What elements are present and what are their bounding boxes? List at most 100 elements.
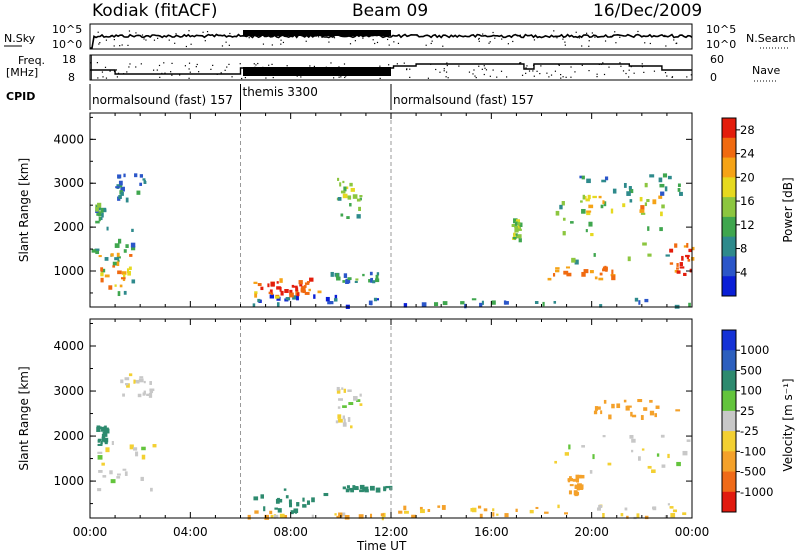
scatter-cell: [128, 373, 133, 377]
scatter-cell: [109, 470, 113, 475]
nsky-scatter-point: [376, 41, 379, 44]
scatter-cell: [598, 195, 602, 199]
nsky-scatter-point: [221, 45, 224, 47]
scatter-cell: [683, 272, 687, 277]
scatter-cell: [600, 410, 603, 415]
nave-scatter-point: [554, 70, 557, 72]
scatter-cell: [647, 253, 652, 257]
nsky-scatter-point: [280, 39, 282, 41]
scatter-cell: [296, 292, 300, 297]
nave-scatter-point: [171, 74, 173, 76]
scatter-cell: [349, 182, 353, 187]
scatter-cell: [117, 291, 121, 297]
nave-scatter-point: [267, 73, 269, 75]
scatter-cell: [342, 180, 345, 184]
nsky-scatter-point: [280, 43, 282, 45]
scatter-cell: [514, 222, 518, 226]
scatter-cell: [626, 191, 631, 196]
scatter-cell: [411, 514, 417, 519]
scatter-cell: [263, 506, 266, 512]
scatter-cell: [341, 387, 344, 390]
scatter-cell: [131, 279, 136, 284]
scatter-cell: [139, 376, 144, 379]
scatter-cell: [534, 301, 539, 304]
scatter-cell: [602, 268, 607, 272]
scatter-cell: [542, 301, 545, 307]
scatter-cell: [116, 261, 120, 267]
nsky-scatter-point: [354, 40, 357, 42]
scatter-cell: [358, 206, 361, 212]
scatter-cell: [311, 497, 315, 503]
nave-scatter-point: [313, 65, 316, 68]
scatter-cell: [300, 287, 306, 292]
scatter-cell: [622, 203, 626, 208]
scatter-cell: [142, 392, 146, 396]
nave-scatter-point: [135, 66, 137, 68]
scatter-cell: [464, 303, 467, 309]
nsky-scatter-point: [393, 41, 395, 43]
nave-scatter-point: [379, 77, 381, 80]
beam-title: Beam 09: [352, 1, 428, 21]
scatter-cell: [100, 272, 104, 277]
scatter-cell: [471, 298, 477, 301]
colorbar-segment: [722, 256, 736, 277]
nave-scatter-point: [565, 76, 567, 78]
scatter-cell: [336, 386, 340, 391]
nave-scatter-point: [122, 73, 125, 75]
nave-scatter-point: [596, 76, 598, 78]
scatter-cell: [289, 289, 293, 295]
scatter-cell: [101, 268, 106, 273]
scatter-cell: [284, 289, 289, 293]
nave-scatter-point: [329, 70, 331, 72]
colorbar-tick-label: -500: [740, 465, 766, 479]
scatter-cell: [642, 242, 647, 246]
scatter-cell: [629, 199, 633, 203]
nsky-scatter-point: [676, 42, 678, 44]
scatter-cell: [514, 225, 518, 228]
scatter-cell: [343, 388, 347, 393]
scatter-cell: [343, 418, 346, 424]
scatter-cell: [121, 271, 127, 275]
nave-scatter-point: [483, 73, 485, 76]
scatter-cell: [329, 301, 334, 305]
nave-scatter-point: [474, 75, 476, 77]
nave-scatter-point: [257, 72, 260, 74]
colorbar-tick-label: 20: [740, 170, 755, 184]
nave-scatter-point: [351, 69, 353, 71]
scatter-cell: [403, 505, 407, 511]
scatter-cell: [581, 175, 585, 180]
nave-scatter-point: [445, 71, 448, 73]
nsky-scatter-point: [371, 32, 374, 34]
scatter-cell: [149, 381, 152, 385]
scatter-cell: [137, 393, 142, 398]
scatter-cell: [676, 263, 679, 267]
scatter-cell: [114, 257, 119, 261]
nsky-scatter-point: [110, 35, 112, 37]
colorbar-segment: [722, 390, 736, 412]
scatter-cell: [611, 275, 616, 281]
nsky-scatter-point: [378, 32, 380, 34]
scatter-cell: [571, 257, 576, 263]
nsky-scatter-point: [119, 45, 121, 47]
nave-scatter-point: [521, 74, 524, 76]
scatter-cell: [291, 284, 295, 288]
colorbar-segment: [722, 350, 736, 371]
scatter-cell: [574, 259, 579, 265]
scatter-cell: [636, 513, 640, 519]
nave-tick-low: 0: [710, 71, 717, 84]
colorbar-segment: [722, 157, 736, 178]
scatter-cell: [133, 447, 138, 451]
nave-scatter-point: [140, 63, 142, 65]
y-axis-label: Slant Range [km]: [17, 366, 31, 470]
scatter-cell: [102, 475, 107, 478]
colorbar-segment: [722, 431, 736, 452]
cpid-mode-label: normalsound (fast) 157: [393, 93, 534, 107]
scatter-cell: [574, 484, 580, 489]
scatter-cell: [687, 258, 691, 262]
nsky-scatter-point: [349, 43, 352, 45]
nsky-scatter-point: [271, 44, 273, 46]
scatter-cell: [352, 485, 356, 490]
nave-scatter-point: [630, 66, 632, 68]
nave-scatter-point: [628, 69, 630, 71]
nsky-scatter-point: [507, 43, 509, 45]
